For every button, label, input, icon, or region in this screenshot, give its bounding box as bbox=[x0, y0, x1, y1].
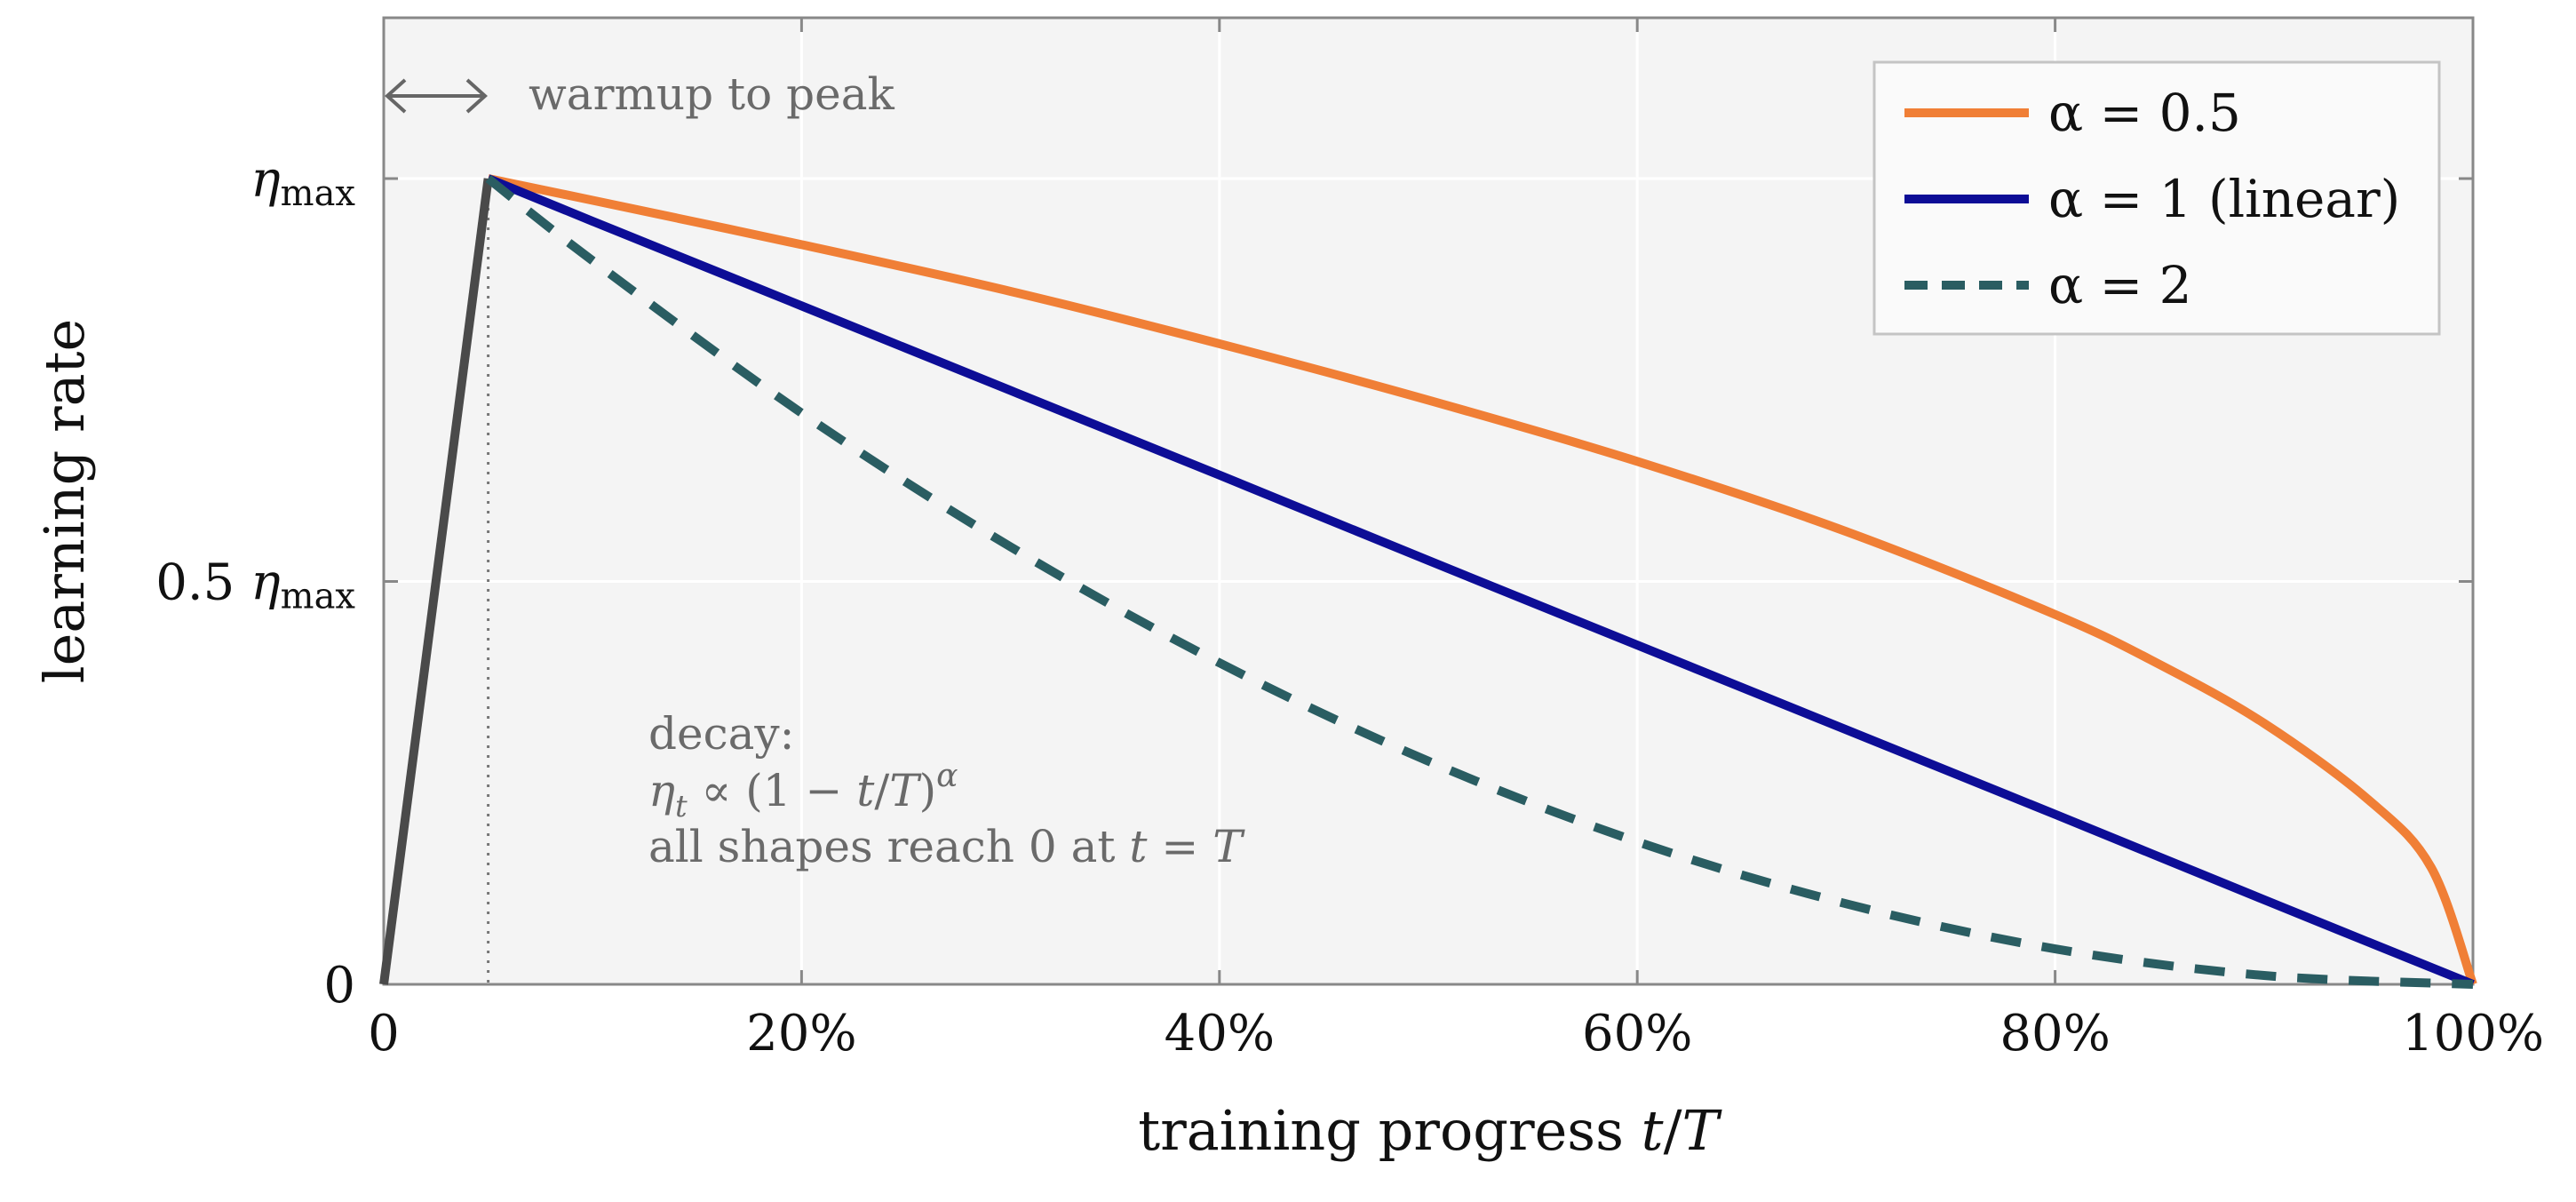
plot-frame bbox=[382, 16, 2475, 986]
x-axis-title: training progress t/T bbox=[1138, 1098, 1722, 1163]
warmup-line bbox=[379, 178, 493, 985]
x-tick-label: 40% bbox=[1165, 1005, 1275, 1063]
decay-annotation-formula: ηt ∝ (1 − t/T)α bbox=[648, 758, 958, 824]
legend-label: α = 1 (linear) bbox=[2048, 169, 2400, 229]
legend-label: α = 2 bbox=[2048, 255, 2192, 315]
decay-annotation-title: decay: bbox=[648, 708, 795, 760]
x-tick-label: 100% bbox=[2402, 1005, 2544, 1063]
x-tick-label: 80% bbox=[2000, 1005, 2110, 1063]
tick-labels: 0 20% 40% 60% 80% 100% 0 0.5 ηmax ηmax bbox=[155, 151, 2544, 1063]
warmup-annotation: warmup to peak bbox=[529, 68, 895, 120]
legend-label: α = 0.5 bbox=[2048, 83, 2241, 143]
warmup-arrow-icon bbox=[385, 78, 488, 114]
decay-annotation-note: all shapes reach 0 at t = T bbox=[648, 821, 1245, 872]
x-tick-label: 60% bbox=[1582, 1005, 1692, 1063]
y-tick-label: 0.5 ηmax bbox=[155, 554, 355, 617]
x-tick-label: 0 bbox=[368, 1005, 400, 1063]
series-line bbox=[486, 174, 2475, 989]
y-tick-label: ηmax bbox=[250, 151, 355, 214]
y-tick-label: 0 bbox=[323, 957, 355, 1015]
legend: α = 0.5 α = 1 (linear) α = 2 bbox=[1872, 60, 2441, 336]
x-tick-label: 20% bbox=[746, 1005, 856, 1063]
series-line bbox=[487, 174, 2477, 986]
series-layer bbox=[379, 174, 2477, 989]
y-axis-title: learning rate bbox=[32, 319, 97, 683]
series-line bbox=[485, 175, 2474, 989]
